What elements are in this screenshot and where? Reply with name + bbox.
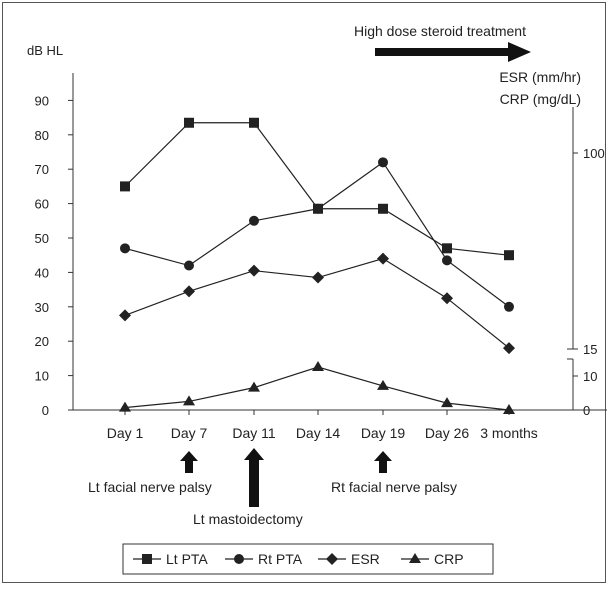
x-tick-label: Day 7 [171, 425, 208, 441]
x-tick-label: Day 1 [107, 425, 144, 441]
right-tick-label: 10 [583, 369, 597, 384]
data-point-rt-pta [313, 203, 323, 214]
left-tick-label: 70 [35, 162, 49, 177]
data-point-rt-pta [120, 243, 130, 254]
x-tick-label: Day 26 [425, 425, 470, 441]
series-line-lt-pta [124, 122, 510, 256]
right-tick-label: 100 [583, 146, 605, 161]
left-tick-label: 80 [35, 128, 49, 143]
data-point-rt-pta [184, 260, 194, 271]
data-point-crp [248, 381, 260, 392]
left-tick-label: 0 [42, 403, 49, 418]
legend-label-esr: ESR [351, 551, 380, 567]
legend-marker-crp [409, 553, 421, 563]
legend-marker-lt-pta [142, 554, 152, 564]
data-point-esr [248, 264, 260, 277]
x-tick-label: 3 months [480, 425, 538, 441]
x-axis-ticks: Day 1 Day 7 Day 11 Day 14 Day 19 Day 26 3 mont… [107, 410, 538, 441]
left-tick-label: 60 [35, 197, 49, 212]
annotations [180, 42, 531, 507]
data-point-crp [119, 401, 131, 412]
x-tick-label: Day 19 [361, 425, 406, 441]
left-tick-label: 50 [35, 231, 49, 246]
data-point-esr [183, 285, 195, 298]
data-point-esr [377, 252, 389, 265]
data-point-crp [441, 397, 453, 408]
data-point-lt-pta [184, 117, 194, 128]
x-tick-label: Day 14 [296, 425, 341, 441]
legend-box [122, 543, 494, 575]
data-point-rt-pta [504, 301, 514, 312]
left-tick-label: 90 [35, 93, 49, 108]
data-point-crp [503, 404, 515, 414]
data-point-lt-pta [442, 243, 452, 254]
data-point-lt-pta [378, 203, 388, 214]
left-tick-label: 40 [35, 265, 49, 280]
event-arrow-lt-palsy [180, 451, 198, 473]
event-label-lt-palsy: Lt facial nerve palsy [88, 479, 212, 495]
treatment-label: High dose steroid treatment [354, 23, 526, 39]
data-point-lt-pta [249, 117, 259, 128]
x-tick-label: Day 11 [232, 425, 276, 441]
data-point-lt-pta [504, 250, 514, 261]
legend-marker-rt-pta [234, 554, 244, 564]
data-point-crp [377, 379, 389, 390]
data-point-esr [119, 309, 131, 322]
right-axis-label-esr: ESR (mm/hr) [499, 69, 581, 85]
legend-marker-esr [326, 553, 338, 565]
series-line-rt-pta [124, 161, 510, 308]
event-label-rt-palsy: Rt facial nerve palsy [331, 479, 457, 495]
event-arrow-lt-mastoidectomy [244, 448, 264, 507]
left-tick-label: 20 [35, 334, 49, 349]
data-point-crp [183, 395, 195, 406]
left-tick-label: 10 [35, 369, 49, 384]
legend-label-rt-pta: Rt PTA [258, 551, 303, 567]
right-tick-label: 15 [583, 342, 597, 357]
data-point-rt-pta [378, 157, 388, 168]
legend-label-lt-pta: Lt PTA [166, 551, 208, 567]
event-label-lt-mastoidectomy: Lt mastoidectomy [193, 511, 303, 527]
left-axis-ticks: 0 10 20 30 40 50 60 70 80 90 [35, 93, 73, 418]
left-tick-label: 30 [35, 300, 49, 315]
left-axis-label: dB HL [27, 43, 63, 58]
series-line-esr [124, 257, 510, 349]
data-point-esr [441, 292, 453, 305]
series-group [119, 117, 515, 414]
right-axis-label-crp: CRP (mg/dL) [500, 91, 581, 107]
legend-label-crp: CRP [434, 551, 464, 567]
data-point-crp [312, 361, 324, 371]
right-tick-label: 0 [583, 403, 590, 418]
treatment-arrow [375, 42, 531, 62]
data-point-rt-pta [249, 215, 259, 226]
legend: Lt PTA Rt PTA ESR CRP [133, 551, 464, 567]
data-point-lt-pta [120, 181, 130, 192]
event-arrow-rt-palsy [374, 451, 392, 473]
series-line-crp [124, 366, 510, 411]
data-point-esr [503, 342, 515, 355]
data-point-esr [312, 271, 324, 284]
data-point-rt-pta [442, 255, 452, 266]
